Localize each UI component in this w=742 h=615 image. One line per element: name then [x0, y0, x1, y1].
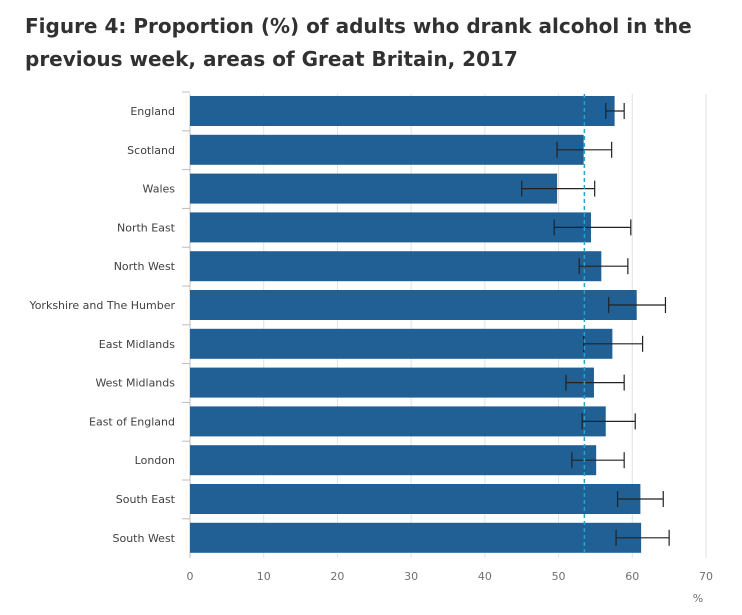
- x-tick-label: 50: [552, 570, 566, 583]
- x-axis-unit-label: %: [693, 592, 703, 605]
- error-bar: [553, 219, 632, 236]
- gridlines: [182, 91, 707, 558]
- error-bar: [608, 297, 667, 313]
- error-bar: [616, 491, 664, 507]
- x-tick-label: 10: [257, 570, 271, 583]
- bar-east-of-england: [190, 406, 606, 437]
- category-labels: England Scotland Wales North East North West…: [28, 105, 175, 545]
- chart-title: Figure 4: Proportion (%) of adults who d…: [25, 14, 692, 71]
- bar-south-west: [190, 522, 642, 553]
- error-bar: [571, 452, 625, 469]
- bar-west-midlands: [190, 367, 594, 398]
- bar-south-east: [190, 484, 641, 514]
- x-tick-label: 30: [404, 570, 418, 583]
- category-label: Wales: [143, 183, 176, 196]
- category-label: East of England: [89, 415, 175, 428]
- category-label: Scotland: [127, 144, 175, 157]
- bars: [190, 96, 642, 553]
- error-bar: [521, 180, 596, 197]
- x-tick-label: 70: [699, 570, 713, 583]
- category-label: North East: [117, 221, 176, 234]
- category-label: East Midlands: [99, 338, 176, 351]
- category-label: South West: [112, 532, 175, 545]
- bar-london: [190, 445, 597, 476]
- bar-scotland: [190, 134, 584, 165]
- category-label: London: [135, 454, 175, 467]
- x-tick-label: 60: [625, 570, 639, 583]
- bar-yorkshire-and-the-humber: [190, 290, 637, 320]
- x-tick-label: 20: [330, 570, 344, 583]
- error-bar: [565, 374, 625, 391]
- bar-north-west: [190, 251, 602, 282]
- bar-east-midlands: [190, 328, 613, 359]
- x-axis-ticks: 0 10 20 30 40 50 60 70: [187, 570, 714, 583]
- bar-north-east: [190, 212, 592, 243]
- bar-wales: [190, 173, 558, 204]
- error-bar: [615, 529, 670, 546]
- error-bars: [521, 103, 670, 546]
- error-bar: [556, 141, 613, 158]
- error-bar: [581, 413, 636, 430]
- category-label: West Midlands: [95, 377, 175, 390]
- category-label: North West: [114, 260, 176, 273]
- error-bar: [605, 103, 625, 119]
- bar-england: [190, 96, 615, 126]
- x-tick-label: 40: [478, 570, 492, 583]
- category-label: England: [130, 105, 175, 118]
- error-bar: [578, 258, 629, 275]
- category-label: Yorkshire and The Humber: [28, 299, 175, 312]
- x-tick-label: 0: [187, 570, 194, 583]
- category-label: South East: [116, 493, 176, 506]
